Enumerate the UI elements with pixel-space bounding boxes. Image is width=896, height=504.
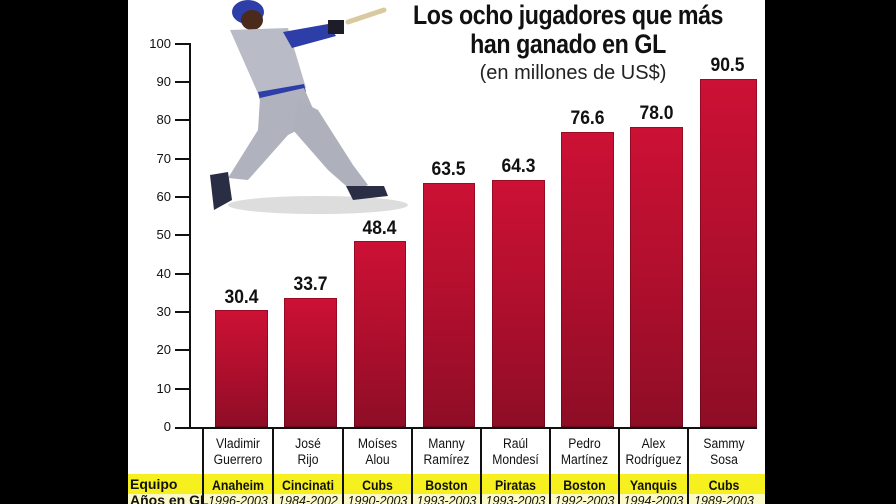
player-name: Pedro Martínez bbox=[560, 436, 609, 467]
team-row bbox=[128, 474, 765, 494]
years-row bbox=[128, 494, 765, 504]
y-tick bbox=[175, 349, 191, 351]
years-row-header: Años en GL bbox=[130, 492, 209, 504]
chart-title-line1: Los ocho jugadores que más bbox=[412, 0, 724, 30]
y-tick-label: 50 bbox=[156, 227, 171, 242]
chart-canvas: Los ocho jugadores que más han ganado en… bbox=[128, 0, 765, 504]
column-divider bbox=[549, 429, 551, 504]
player-years: 1984-2002 bbox=[278, 494, 338, 504]
player-team: Anaheim bbox=[211, 477, 265, 493]
column-divider bbox=[272, 429, 274, 504]
y-tick-label: 70 bbox=[156, 151, 171, 166]
chart-subtitle: (en millones de US$) bbox=[479, 62, 667, 84]
y-tick bbox=[175, 43, 191, 45]
y-tick-label: 10 bbox=[156, 381, 171, 396]
y-tick-label: 60 bbox=[156, 189, 171, 204]
bar-sammy-sosa bbox=[700, 79, 757, 427]
column-divider bbox=[202, 429, 204, 504]
player-team: Cubs bbox=[708, 477, 740, 493]
player-team: Yanquis bbox=[629, 477, 678, 493]
player-name: José Rijo bbox=[295, 436, 321, 467]
bar-value-label: 33.7 bbox=[293, 274, 328, 295]
y-tick-label: 0 bbox=[163, 419, 171, 434]
player-years: 1993-2003 bbox=[485, 494, 546, 504]
y-tick-label: 80 bbox=[156, 112, 171, 127]
column-divider bbox=[687, 429, 689, 504]
bar-alex-rodriguez bbox=[630, 127, 683, 427]
player-years: 1990-2003 bbox=[347, 494, 408, 504]
y-tick-label: 100 bbox=[149, 36, 171, 51]
column-divider bbox=[342, 429, 344, 504]
player-years: 1994-2003 bbox=[623, 494, 684, 504]
x-axis-line bbox=[189, 427, 757, 429]
y-tick bbox=[175, 158, 191, 160]
y-tick-label: 30 bbox=[156, 304, 171, 319]
bar-value-label: 48.4 bbox=[362, 218, 397, 239]
player-name: Manny Ramírez bbox=[423, 436, 470, 467]
y-tick bbox=[175, 119, 191, 121]
y-tick-label: 40 bbox=[156, 266, 171, 281]
y-tick bbox=[175, 81, 191, 83]
bar-value-label: 30.4 bbox=[224, 287, 259, 308]
column-divider bbox=[480, 429, 482, 504]
y-tick bbox=[175, 273, 191, 275]
player-years: 1993-2003 bbox=[416, 494, 477, 504]
player-years: 1996-2003 bbox=[208, 494, 268, 504]
bar-moises-alou bbox=[354, 241, 406, 427]
chart-title-line2: han ganado en GL bbox=[470, 29, 666, 59]
player-team: Boston bbox=[563, 477, 606, 493]
bar-vladimir-guerrero bbox=[215, 310, 268, 427]
column-divider bbox=[411, 429, 413, 504]
y-tick-label: 20 bbox=[156, 342, 171, 357]
y-tick bbox=[175, 234, 191, 236]
player-team: Piratas bbox=[494, 477, 537, 493]
bar-value-label: 90.5 bbox=[710, 55, 745, 76]
player-name: Moíses Alou bbox=[357, 436, 398, 467]
bar-value-label: 64.3 bbox=[501, 156, 536, 177]
player-name: Sammy Sosa bbox=[703, 436, 745, 467]
bar-manny-ramirez bbox=[423, 183, 475, 427]
player-name: Alex Rodríguez bbox=[625, 436, 682, 467]
y-tick bbox=[175, 196, 191, 198]
bar-jose-rijo bbox=[284, 298, 337, 427]
player-years: 1989-2003 bbox=[694, 494, 754, 504]
player-team: Cubs bbox=[362, 477, 393, 493]
y-tick-label: 90 bbox=[156, 74, 171, 89]
player-years: 1992-2003 bbox=[554, 494, 615, 504]
player-team: Boston bbox=[425, 477, 468, 493]
y-tick bbox=[175, 427, 191, 429]
y-tick bbox=[175, 311, 191, 313]
y-axis-line bbox=[189, 43, 191, 429]
bar-value-label: 63.5 bbox=[431, 159, 466, 180]
y-tick bbox=[175, 388, 191, 390]
baseball-player-image bbox=[210, 0, 408, 214]
player-name: Raúl Mondesí bbox=[492, 436, 539, 467]
team-row-header: Equipo bbox=[130, 476, 178, 492]
player-name: Vladimir Guerrero bbox=[213, 436, 263, 467]
bar-raul-mondesi bbox=[492, 180, 545, 427]
bar-pedro-martinez bbox=[561, 132, 614, 427]
player-team: Cincinati bbox=[281, 477, 335, 493]
bar-value-label: 76.6 bbox=[570, 108, 605, 129]
bar-value-label: 78.0 bbox=[639, 103, 674, 124]
column-divider bbox=[618, 429, 620, 504]
